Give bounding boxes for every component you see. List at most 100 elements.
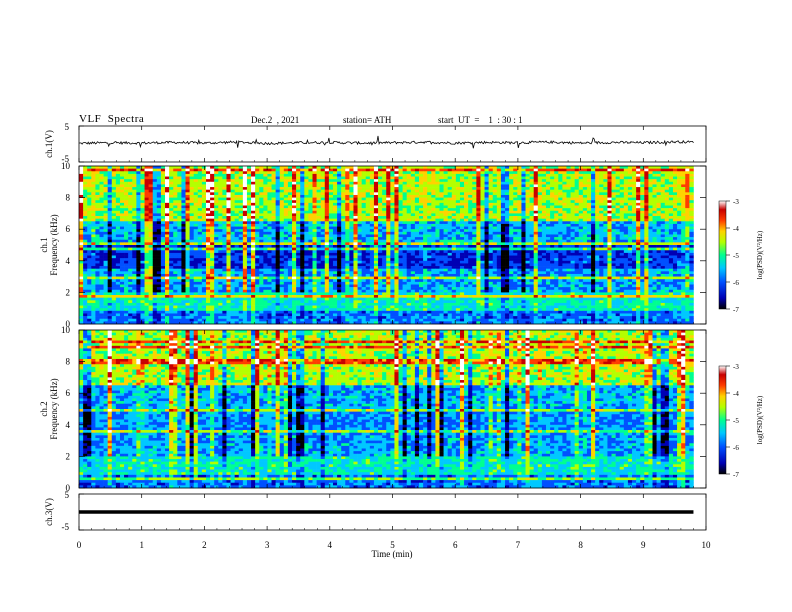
spectrogram-cell <box>370 187 374 190</box>
spectrogram-cell <box>415 221 419 224</box>
spectrogram-cell <box>657 206 661 209</box>
spectrogram-cell <box>439 206 443 209</box>
spectrogram-cell <box>132 240 136 243</box>
spectrogram-cell <box>419 237 423 240</box>
spectrogram-cell <box>546 195 550 198</box>
spectrogram-cell <box>624 221 628 224</box>
spectrogram-cell <box>464 187 468 190</box>
spectrogram-cell <box>317 203 321 206</box>
spectrogram-cell <box>587 190 591 193</box>
spectrogram-cell <box>444 174 448 177</box>
spectrogram-cell <box>194 208 198 211</box>
spectrogram-cell <box>280 227 284 230</box>
spectrogram-cell <box>186 229 190 232</box>
spectrogram-cell <box>624 184 628 187</box>
spectrogram-cell <box>644 182 648 185</box>
spectrogram-cell <box>386 240 390 243</box>
spectrogram-cell <box>505 248 509 251</box>
spectrogram-cell <box>276 240 280 243</box>
spectrogram-cell <box>153 224 157 227</box>
spectrogram-cell <box>235 245 239 248</box>
spectrogram-cell <box>177 198 181 201</box>
spectrogram-cell <box>616 203 620 206</box>
spectrogram-cell <box>218 216 222 219</box>
spectrogram-cell <box>439 166 443 169</box>
spectrogram-cell <box>108 229 112 232</box>
spectrogram-cell <box>231 192 235 195</box>
spectrogram-cell <box>349 219 353 222</box>
spectrogram-cell <box>407 213 411 216</box>
spectrogram-cell <box>505 234 509 237</box>
spectrogram-cell <box>243 237 247 240</box>
spectrogram-cell <box>476 219 480 222</box>
spectrogram-cell <box>530 179 534 182</box>
spectrogram-cell <box>648 182 652 185</box>
spectrogram-cell <box>276 219 280 222</box>
spectrogram-cell <box>399 195 403 198</box>
spectrogram-cell <box>112 234 116 237</box>
spectrogram-cell <box>169 169 173 172</box>
spectrogram-cell <box>558 195 562 198</box>
spectrogram-cell <box>99 224 103 227</box>
spectrogram-cell <box>632 219 636 222</box>
spectrogram-cell <box>448 229 452 232</box>
spectrogram-cell <box>276 216 280 219</box>
spectrogram-cell <box>272 187 276 190</box>
spectrogram-cell <box>648 179 652 182</box>
spectrogram-cell <box>558 192 562 195</box>
spectrogram-cell <box>247 179 251 182</box>
spectrogram-cell <box>325 208 329 211</box>
spectrogram-cell <box>272 166 276 169</box>
spectrogram-cell <box>657 182 661 185</box>
spectrogram-cell <box>464 174 468 177</box>
spectrogram-cell <box>562 224 566 227</box>
spectrogram-cell <box>247 216 251 219</box>
spectrogram-cell <box>292 227 296 230</box>
spectrogram-cell <box>165 166 169 169</box>
spectrogram-cell <box>173 198 177 201</box>
spectrogram-cell <box>231 234 235 237</box>
spectrogram-cell <box>534 169 538 172</box>
spectrogram-cell <box>149 245 153 248</box>
spectrogram-cell <box>231 182 235 185</box>
spectrogram-cell <box>648 232 652 235</box>
spectrogram-cell <box>87 245 91 248</box>
spectrogram-cell <box>571 200 575 203</box>
spectrogram-cell <box>136 250 140 253</box>
spectrogram-cell <box>538 240 542 243</box>
spectrogram-cell <box>194 229 198 232</box>
spectrogram-cell <box>497 229 501 232</box>
spectrogram-cell <box>104 221 108 224</box>
spectrogram-cell <box>128 174 132 177</box>
spectrogram-cell <box>464 200 468 203</box>
spectrogram-cell <box>263 200 267 203</box>
spectrogram-cell <box>562 200 566 203</box>
spectrogram-cell <box>427 245 431 248</box>
spectrogram-cell <box>272 242 276 245</box>
spectrogram-cell <box>669 211 673 214</box>
spectrogram-cell <box>153 182 157 185</box>
spectrogram-cell <box>325 224 329 227</box>
spectrogram-cell <box>345 216 349 219</box>
spectrogram-cell <box>161 171 165 174</box>
spectrogram-cell <box>99 229 103 232</box>
spectrogram-cell <box>505 213 509 216</box>
spectrogram-cell <box>198 174 202 177</box>
spectrogram-cell <box>325 213 329 216</box>
spectrogram-cell <box>218 250 222 253</box>
spectrogram-cell <box>222 169 226 172</box>
spectrogram-cell <box>665 213 669 216</box>
spectrogram-cell <box>247 177 251 180</box>
spectrogram-cell <box>399 213 403 216</box>
spectrogram-cell <box>509 245 513 248</box>
spectrogram-cell <box>321 227 325 230</box>
vlf-spectra-figure: 5 -5 ch.1(V) 0246810 ch.1 Frequency (kHz… <box>0 0 792 612</box>
spectrogram-cell <box>222 237 226 240</box>
spectrogram-cell <box>116 216 120 219</box>
spectrogram-cell <box>177 229 181 232</box>
spectrogram-cell <box>521 192 525 195</box>
spectrogram-cell <box>120 169 124 172</box>
spectrogram-cell <box>505 187 509 190</box>
spectrogram-cell <box>399 219 403 222</box>
spectrogram-cell <box>349 184 353 187</box>
